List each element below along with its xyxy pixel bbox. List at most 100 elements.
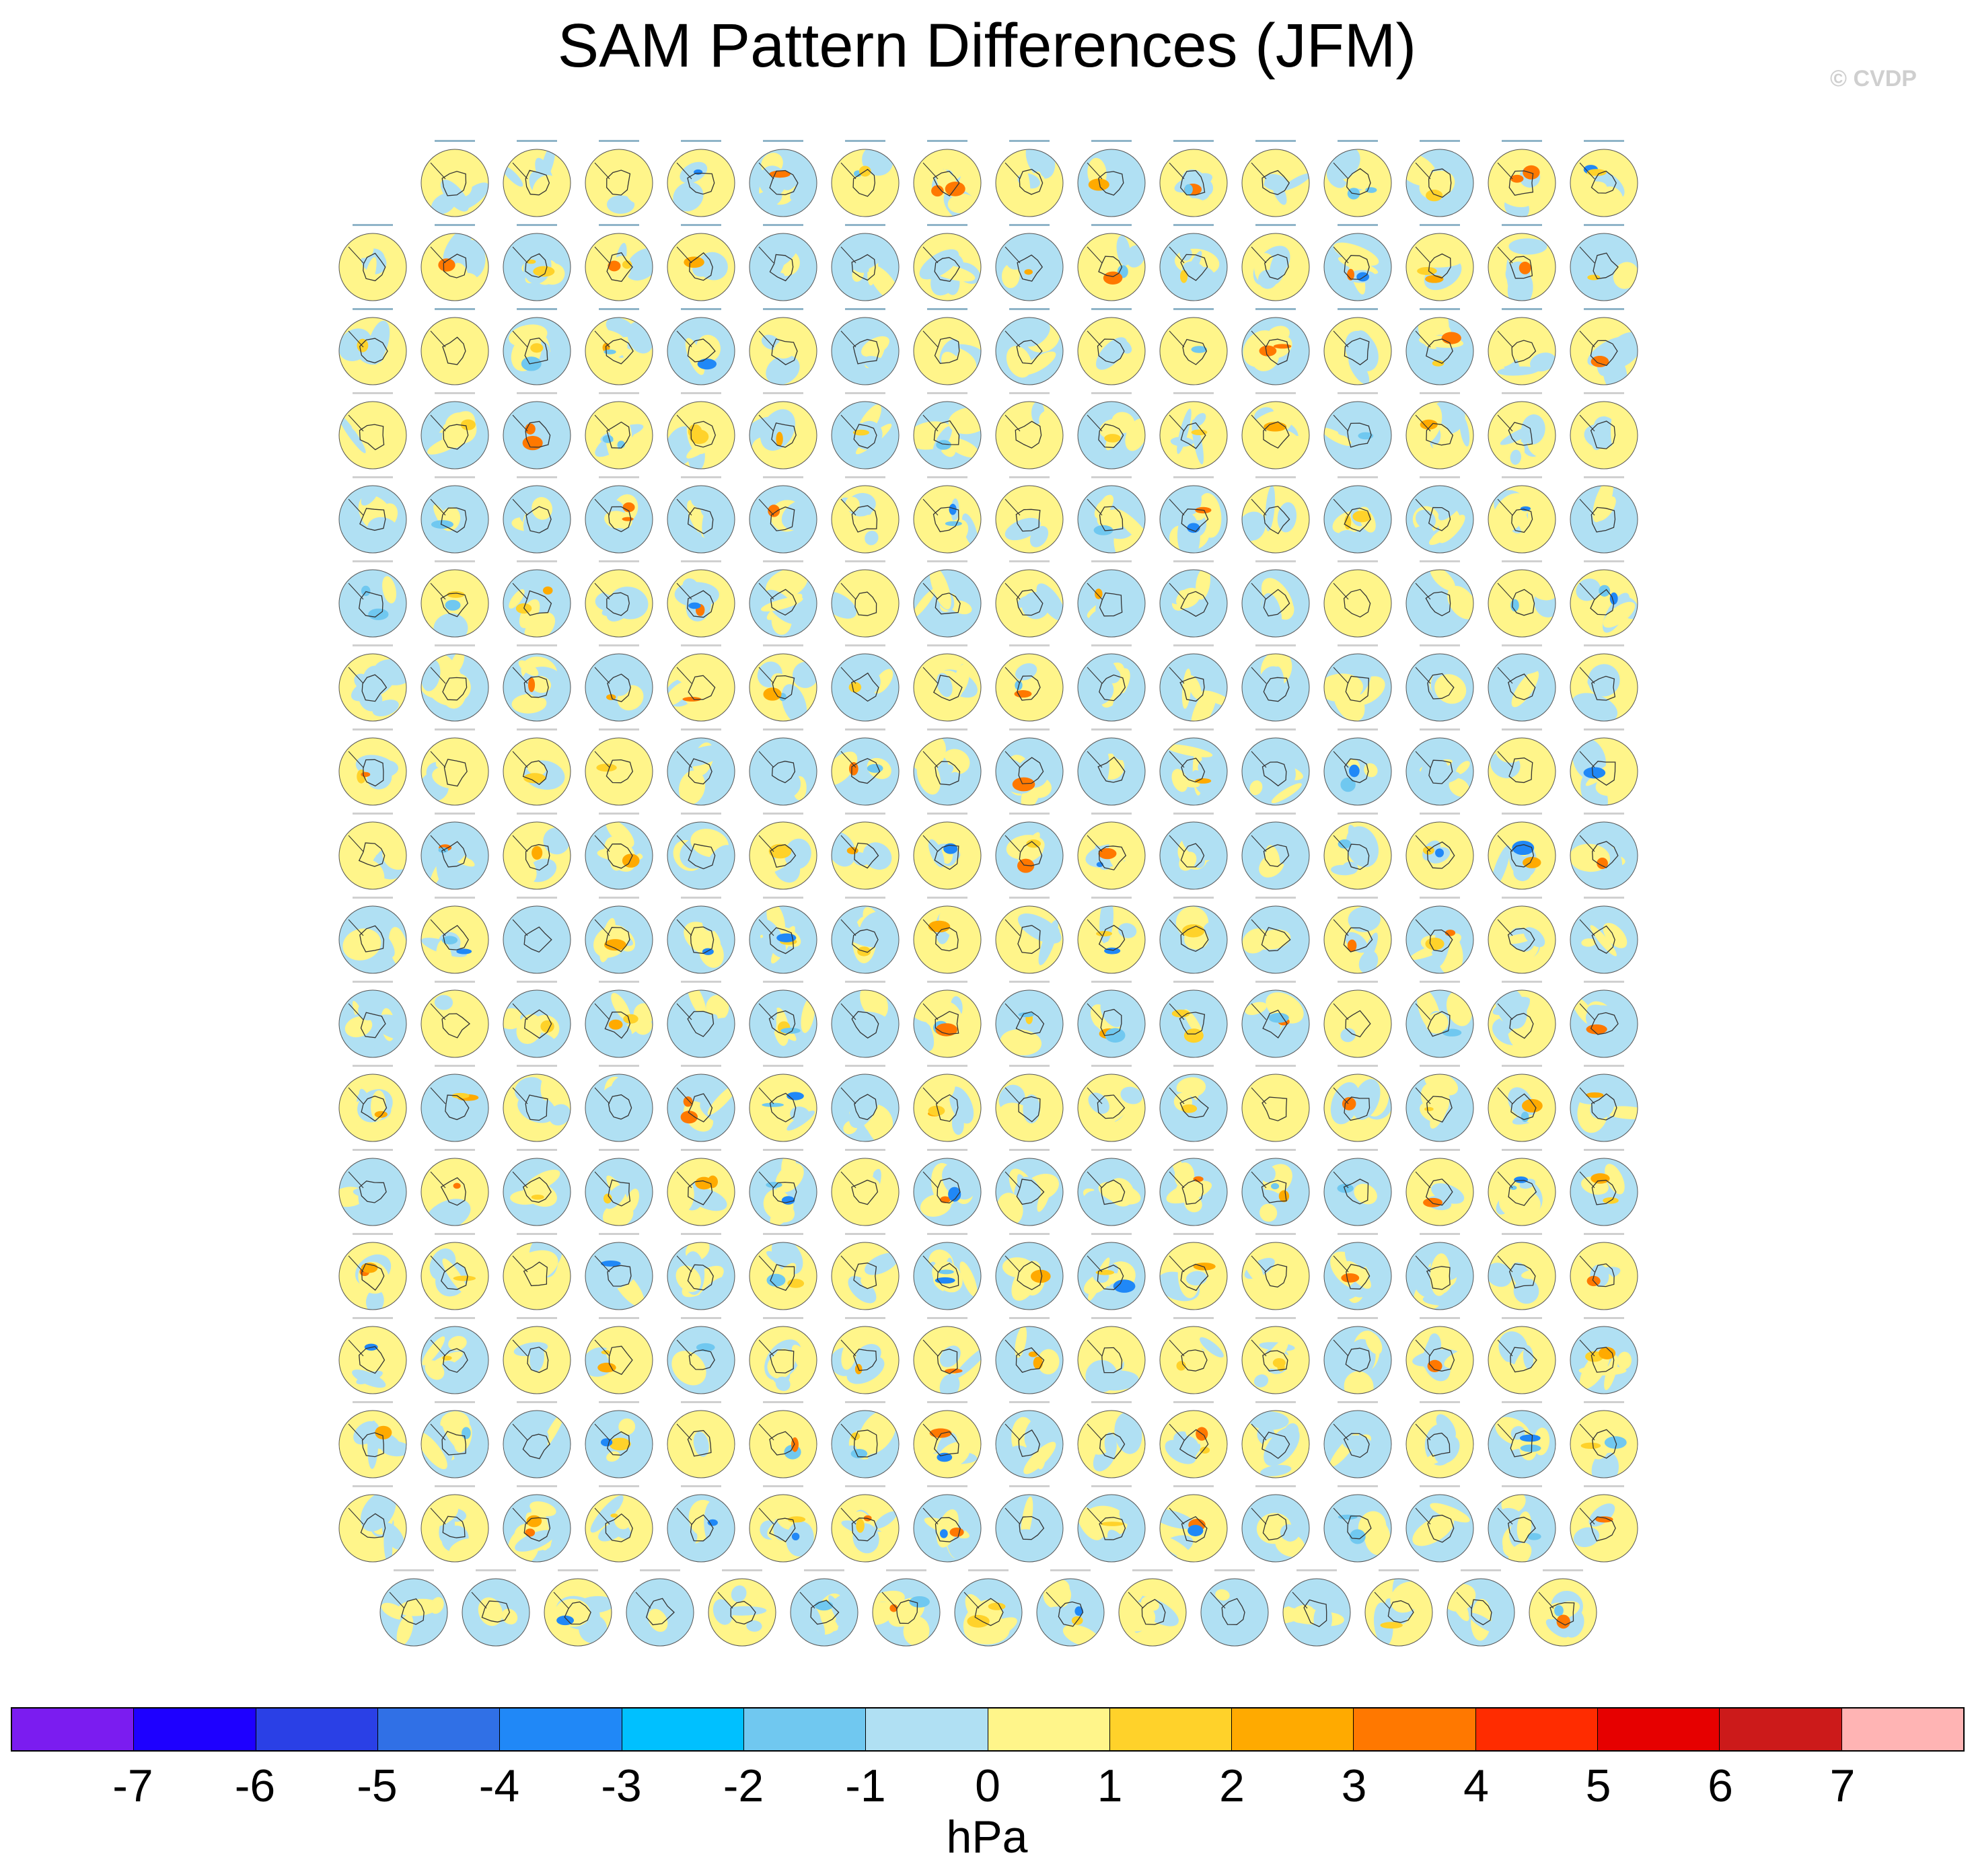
polar-map-panel — [995, 897, 1064, 974]
polar-map-panel — [1323, 560, 1392, 638]
colorbar-swatch — [1475, 1709, 1599, 1750]
polar-map-panel — [913, 476, 982, 554]
colorbar-tick-label: 0 — [975, 1760, 1000, 1811]
polar-map-panel — [1159, 813, 1228, 890]
polar-map-panel — [544, 1569, 612, 1647]
polar-map-panel — [749, 392, 817, 470]
polar-map-panel — [462, 1569, 530, 1647]
polar-map-panel — [338, 392, 407, 470]
polar-map-panel — [1077, 140, 1146, 217]
polar-map-panel — [1405, 1485, 1474, 1563]
colorbar-tick-label: -3 — [601, 1760, 642, 1811]
polar-map-panel — [1405, 897, 1474, 974]
polar-map-panel — [421, 1401, 489, 1478]
polar-map-panel — [667, 476, 735, 554]
polar-map-panel — [1323, 392, 1392, 470]
polar-map-panel — [1077, 1065, 1146, 1142]
polar-map-panel — [749, 476, 817, 554]
polar-map-panel — [913, 1317, 982, 1394]
polar-map-panel — [1077, 392, 1146, 470]
polar-map-panel — [1077, 476, 1146, 554]
polar-map-panel — [1323, 897, 1392, 974]
polar-map-panel — [1570, 1401, 1638, 1478]
polar-map-panel — [1077, 1485, 1146, 1563]
polar-map-panel — [831, 1485, 900, 1563]
polar-map-panel — [503, 1233, 571, 1310]
polar-map-panel — [913, 813, 982, 890]
polar-map-panel — [913, 897, 982, 974]
polar-map-panel — [995, 308, 1064, 385]
polar-map-panel — [749, 1065, 817, 1142]
colorbar-swatch — [500, 1709, 622, 1750]
polar-map-panel — [1488, 224, 1556, 301]
colorbar-swatch — [12, 1709, 135, 1750]
colorbar-swatch — [1354, 1709, 1476, 1750]
polar-map-panel — [1118, 1569, 1187, 1647]
polar-map-panel — [421, 1317, 489, 1394]
polar-map-panel — [995, 1317, 1064, 1394]
polar-map-panel — [1241, 1065, 1310, 1142]
polar-map-panel — [503, 1485, 571, 1563]
polar-map-panel — [749, 644, 817, 722]
polar-map-panel — [1570, 392, 1638, 470]
polar-map-panel — [1241, 1485, 1310, 1563]
polar-map-panel — [1405, 560, 1474, 638]
polar-map-panel — [1447, 1569, 1515, 1647]
polar-map-panel — [1570, 1485, 1638, 1563]
polar-map-panel — [831, 644, 900, 722]
polar-map-panel — [1159, 981, 1228, 1058]
polar-map-panel — [749, 1149, 817, 1226]
polar-map-panel — [338, 728, 407, 806]
polar-map-panel — [995, 1065, 1064, 1142]
polar-map-panel — [749, 1317, 817, 1394]
polar-map-panel — [1570, 308, 1638, 385]
polar-map-panel — [913, 644, 982, 722]
polar-map-panel — [421, 728, 489, 806]
polar-map-panel — [503, 897, 571, 974]
polar-map-panel — [1241, 728, 1310, 806]
polar-map-panel — [585, 476, 653, 554]
polar-map-panel — [995, 1401, 1064, 1478]
polar-map-panel — [1159, 476, 1228, 554]
polar-map-panel — [667, 1401, 735, 1478]
colorbar-swatch — [988, 1709, 1110, 1750]
polar-map-panel — [338, 1485, 407, 1563]
polar-map-panel — [338, 224, 407, 301]
polar-map-panel — [1405, 644, 1474, 722]
polar-map-panel — [913, 140, 982, 217]
polar-map-panel — [749, 224, 817, 301]
polar-map-panel — [421, 476, 489, 554]
polar-map-panel — [421, 224, 489, 301]
polar-map-panel — [421, 813, 489, 890]
polar-map-panel — [421, 140, 489, 217]
polar-map-panel — [1241, 224, 1310, 301]
polar-map-panel — [995, 1233, 1064, 1310]
polar-map-panel — [421, 392, 489, 470]
polar-map-panel — [749, 308, 817, 385]
polar-map-panel — [585, 1401, 653, 1478]
polar-map-panel — [585, 140, 653, 217]
polar-map-panel — [338, 1065, 407, 1142]
polar-map-panel — [1405, 1233, 1474, 1310]
polar-map-panel — [1241, 981, 1310, 1058]
polar-map-panel — [1570, 1317, 1638, 1394]
polar-map-panel — [585, 1317, 653, 1394]
polar-map-panel — [585, 1149, 653, 1226]
polar-map-panel — [1405, 1065, 1474, 1142]
polar-map-panel — [1077, 897, 1146, 974]
polar-map-panel — [1241, 392, 1310, 470]
colorbar-tick-label: 4 — [1463, 1760, 1489, 1811]
polar-map-panel — [749, 728, 817, 806]
polar-map-panel — [1159, 1401, 1228, 1478]
colorbar-swatch — [1232, 1709, 1354, 1750]
polar-map-panel — [1159, 392, 1228, 470]
colorbar-swatch — [1598, 1709, 1720, 1750]
polar-map-panel — [1159, 560, 1228, 638]
polar-map-panel — [667, 1317, 735, 1394]
polar-map-panel — [585, 728, 653, 806]
polar-map-panel — [1405, 392, 1474, 470]
colorbar-swatch — [743, 1709, 867, 1750]
colorbar-swatch — [377, 1709, 501, 1750]
polar-map-panel — [1323, 476, 1392, 554]
polar-map-panel — [1570, 813, 1638, 890]
